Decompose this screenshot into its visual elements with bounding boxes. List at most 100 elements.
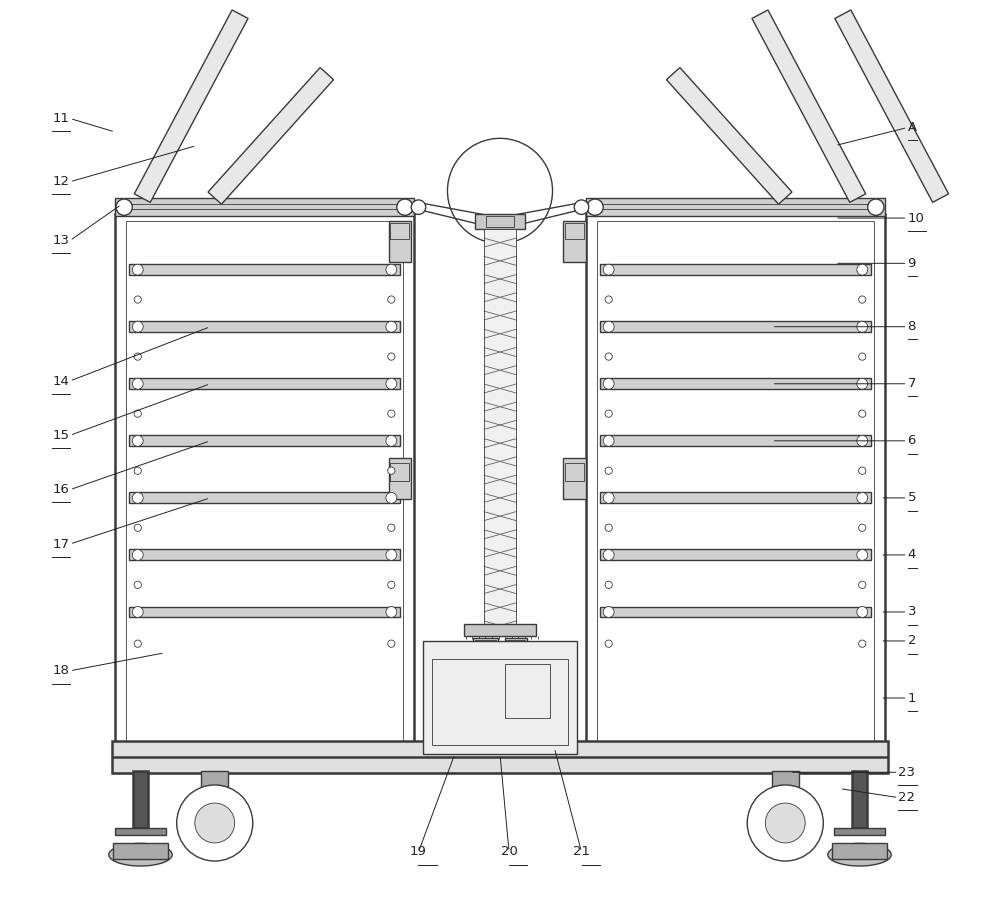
Circle shape bbox=[388, 296, 395, 303]
Circle shape bbox=[603, 493, 614, 503]
Ellipse shape bbox=[109, 844, 172, 866]
Circle shape bbox=[132, 264, 143, 275]
Circle shape bbox=[605, 410, 612, 417]
Text: 8: 8 bbox=[908, 320, 916, 333]
Bar bbox=[772, 771, 799, 789]
Text: 15: 15 bbox=[53, 429, 70, 442]
Circle shape bbox=[859, 296, 866, 303]
Circle shape bbox=[603, 321, 614, 332]
Bar bbox=[129, 607, 400, 618]
Bar bbox=[129, 378, 400, 389]
Circle shape bbox=[134, 524, 141, 532]
Polygon shape bbox=[208, 67, 334, 204]
Bar bbox=[129, 321, 400, 332]
Circle shape bbox=[386, 378, 397, 389]
Text: 13: 13 bbox=[53, 234, 70, 248]
Circle shape bbox=[386, 607, 397, 618]
Bar bbox=[832, 843, 887, 859]
Bar bbox=[565, 222, 584, 239]
Bar bbox=[505, 664, 550, 718]
Circle shape bbox=[134, 640, 141, 648]
Circle shape bbox=[132, 607, 143, 618]
Circle shape bbox=[388, 524, 395, 532]
Text: 3: 3 bbox=[908, 606, 916, 619]
Bar bbox=[852, 771, 867, 827]
Bar bbox=[475, 214, 525, 229]
Text: 22: 22 bbox=[898, 791, 915, 805]
Text: 19: 19 bbox=[410, 845, 427, 858]
Circle shape bbox=[386, 321, 397, 332]
Bar bbox=[115, 213, 414, 756]
Circle shape bbox=[386, 264, 397, 275]
Circle shape bbox=[587, 199, 603, 215]
Circle shape bbox=[603, 435, 614, 446]
Bar bbox=[115, 198, 414, 216]
Circle shape bbox=[388, 410, 395, 417]
Bar bbox=[600, 493, 871, 503]
Circle shape bbox=[132, 321, 143, 332]
Circle shape bbox=[605, 640, 612, 648]
Circle shape bbox=[605, 581, 612, 589]
Circle shape bbox=[386, 435, 397, 446]
Bar bbox=[423, 641, 577, 754]
Text: 16: 16 bbox=[53, 483, 70, 496]
Bar bbox=[129, 493, 400, 503]
Circle shape bbox=[388, 467, 395, 474]
Bar bbox=[390, 222, 409, 239]
Bar bbox=[473, 639, 498, 691]
Text: 1: 1 bbox=[908, 691, 916, 705]
Text: 14: 14 bbox=[53, 375, 70, 387]
Bar bbox=[600, 550, 871, 561]
Text: 20: 20 bbox=[501, 845, 517, 858]
Bar bbox=[505, 639, 527, 682]
Ellipse shape bbox=[828, 844, 891, 866]
Text: 17: 17 bbox=[53, 538, 70, 551]
Circle shape bbox=[747, 785, 823, 861]
Circle shape bbox=[132, 550, 143, 561]
Circle shape bbox=[603, 378, 614, 389]
Bar bbox=[506, 640, 525, 680]
Bar bbox=[484, 229, 516, 630]
Bar bbox=[115, 827, 166, 834]
Polygon shape bbox=[752, 10, 866, 202]
Text: 11: 11 bbox=[53, 112, 70, 125]
Circle shape bbox=[411, 200, 426, 214]
Bar bbox=[112, 741, 888, 773]
Circle shape bbox=[859, 353, 866, 360]
Text: 9: 9 bbox=[908, 257, 916, 269]
Circle shape bbox=[195, 803, 235, 843]
Circle shape bbox=[397, 199, 413, 215]
Circle shape bbox=[388, 581, 395, 589]
Circle shape bbox=[859, 640, 866, 648]
Circle shape bbox=[857, 435, 868, 446]
Circle shape bbox=[603, 550, 614, 561]
Bar bbox=[464, 624, 536, 637]
Polygon shape bbox=[835, 10, 949, 202]
Circle shape bbox=[386, 550, 397, 561]
Bar bbox=[834, 827, 885, 834]
Bar bbox=[597, 220, 874, 749]
Bar bbox=[129, 264, 400, 275]
Circle shape bbox=[857, 550, 868, 561]
Text: 10: 10 bbox=[908, 211, 924, 225]
Bar bbox=[600, 264, 871, 275]
Bar bbox=[486, 216, 514, 227]
Circle shape bbox=[605, 467, 612, 474]
Circle shape bbox=[765, 803, 805, 843]
Circle shape bbox=[386, 493, 397, 503]
Text: 12: 12 bbox=[53, 175, 70, 189]
Polygon shape bbox=[666, 67, 792, 204]
Circle shape bbox=[177, 785, 253, 861]
Text: 6: 6 bbox=[908, 434, 916, 447]
Circle shape bbox=[605, 524, 612, 532]
Circle shape bbox=[388, 640, 395, 648]
Bar bbox=[475, 640, 496, 689]
Circle shape bbox=[134, 581, 141, 589]
Circle shape bbox=[447, 139, 553, 243]
Bar bbox=[389, 458, 411, 499]
Bar bbox=[586, 213, 885, 756]
Text: 7: 7 bbox=[908, 377, 916, 390]
Circle shape bbox=[134, 353, 141, 360]
Circle shape bbox=[134, 296, 141, 303]
Bar bbox=[432, 659, 568, 746]
